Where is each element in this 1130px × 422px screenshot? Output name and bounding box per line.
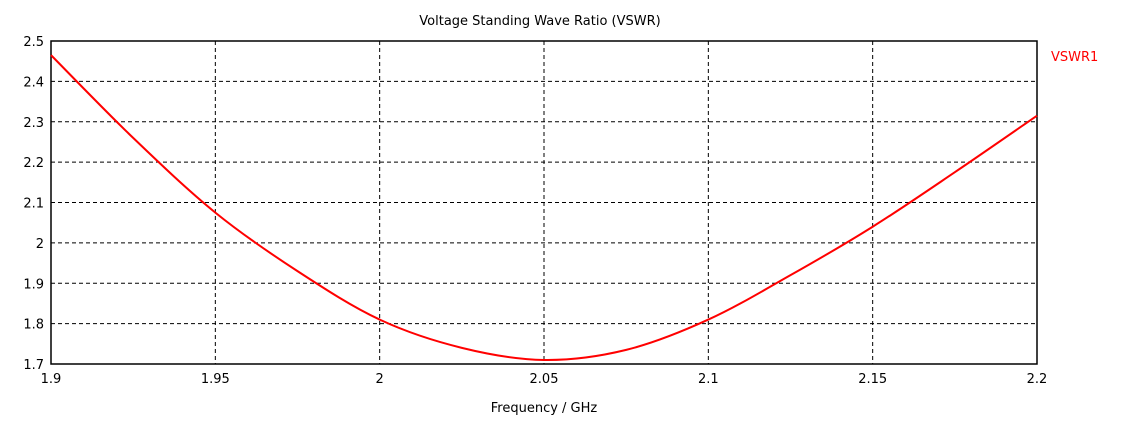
legend-vswr1: VSWR1 xyxy=(1051,50,1098,65)
x-tick-label: 1.9 xyxy=(41,372,62,387)
y-tick-label: 2 xyxy=(36,237,44,252)
x-tick-label: 2 xyxy=(376,372,384,387)
x-tick-label: 2.05 xyxy=(530,372,559,387)
y-tick-label: 2.2 xyxy=(23,156,44,171)
x-axis-label: Frequency / GHz xyxy=(491,401,598,416)
y-tick-label: 1.8 xyxy=(23,318,44,333)
y-tick-label: 2.4 xyxy=(23,75,44,90)
y-tick-label: 2.1 xyxy=(23,197,44,212)
x-tick-label: 2.2 xyxy=(1027,372,1048,387)
x-tick-label: 2.15 xyxy=(858,372,887,387)
y-tick-label: 2.3 xyxy=(23,116,44,131)
y-tick-label: 1.9 xyxy=(23,277,44,292)
ticks: 1.9 1.95 2 2.05 2.1 2.15 2.2 1.7 1.8 1.9 2 2.1 2.2 2.… xyxy=(23,35,1047,387)
x-tick-label: 2.1 xyxy=(698,372,719,387)
grid xyxy=(51,41,1037,364)
y-tick-label: 2.5 xyxy=(23,35,44,50)
chart-title: Voltage Standing Wave Ratio (VSWR) xyxy=(419,14,660,29)
y-tick-label: 1.7 xyxy=(23,358,44,373)
x-tick-label: 1.95 xyxy=(201,372,230,387)
